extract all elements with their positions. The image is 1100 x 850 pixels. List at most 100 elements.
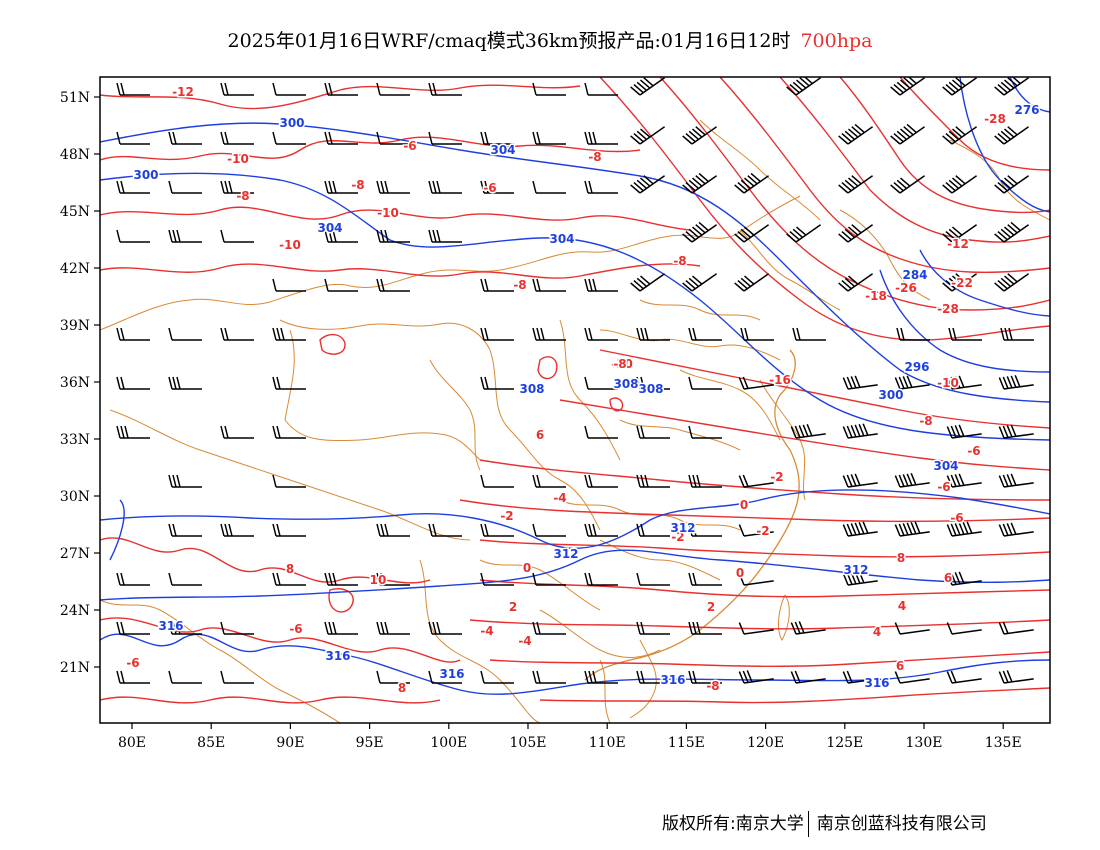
wind-barb — [480, 327, 514, 341]
lon-tick-label: 110E — [589, 735, 626, 751]
wind-barb — [896, 327, 930, 341]
height-label: 316 — [325, 649, 350, 663]
wind-barb — [946, 670, 982, 684]
wind-barb — [272, 278, 306, 292]
wind-barb — [272, 474, 306, 488]
wind-barb — [738, 376, 774, 390]
wind-barb — [838, 175, 874, 194]
temperature-label: 10 — [370, 573, 387, 587]
temperature-label: -10 — [377, 206, 399, 220]
wind-barb — [116, 670, 150, 684]
wind-barb — [376, 82, 410, 96]
wind-barb — [428, 523, 462, 537]
temperature-label: -28 — [937, 302, 959, 316]
height-label: 304 — [317, 221, 342, 235]
wind-barb — [532, 572, 566, 586]
height-label: 308 — [519, 382, 544, 396]
wind-barb — [428, 180, 462, 194]
wind-barb — [786, 77, 822, 96]
temperature-label: -2 — [671, 530, 684, 544]
lon-tick-label: 90E — [276, 735, 304, 751]
wind-barb — [116, 621, 150, 635]
temperature-label: -4 — [480, 624, 493, 638]
lat-tick-label: 48N — [60, 147, 90, 163]
wind-barb — [942, 273, 978, 292]
wind-barb — [998, 670, 1034, 684]
wind-barb — [994, 273, 1030, 292]
wind-barb — [942, 224, 978, 243]
lat-tick-label: 33N — [60, 432, 90, 448]
temperature-label: -16 — [769, 373, 791, 387]
temperature-label: -2 — [756, 524, 769, 538]
wind-barb — [942, 126, 978, 145]
wind-barb — [532, 131, 566, 145]
temperature-label: 2 — [509, 600, 517, 614]
wind-barb — [480, 180, 514, 194]
wind-barb — [532, 670, 566, 684]
temperature-label: -6 — [937, 480, 950, 494]
lon-tick-label: 130E — [906, 735, 943, 751]
height-label: 304 — [549, 232, 574, 246]
wind-barb — [740, 327, 774, 341]
wind-barb — [532, 474, 566, 488]
wind-barb — [376, 180, 410, 194]
temperature-label: -22 — [951, 276, 973, 290]
wind-barb — [480, 523, 514, 537]
height-label: 300 — [279, 116, 304, 130]
wind-barb — [688, 523, 722, 537]
wind-barb — [946, 521, 982, 537]
wind-barb — [480, 131, 514, 145]
temperature-label: -10 — [227, 152, 249, 166]
wind-barb — [168, 180, 202, 194]
wind-barb — [376, 572, 410, 586]
wind-barb — [842, 423, 878, 439]
wind-barb — [842, 571, 878, 586]
wind-barb — [272, 376, 306, 390]
wind-barb — [946, 375, 982, 390]
wind-barb — [734, 273, 770, 292]
wind-barb — [630, 175, 666, 194]
wind-barb — [636, 621, 670, 635]
temperature-label: 4 — [898, 599, 906, 613]
wind-barb — [376, 621, 410, 635]
wind-barb — [272, 425, 306, 439]
map-title: 2025年01月16日WRF/cmaq模式36km预报产品:01月16日12时 7… — [0, 26, 1100, 53]
wind-barb — [946, 473, 982, 488]
wind-barb — [220, 180, 254, 194]
wind-barb — [584, 278, 618, 292]
province-boundaries — [100, 119, 1050, 723]
temperature-label: -10 — [279, 238, 301, 252]
wind-barb — [682, 126, 718, 145]
wind-barb — [376, 523, 410, 537]
wind-barb — [894, 375, 930, 390]
wind-barb — [894, 671, 930, 684]
wind-barb — [682, 221, 718, 243]
wind-barb — [688, 425, 722, 439]
wind-barb — [168, 670, 202, 684]
wind-barb — [220, 621, 254, 635]
temperature-label: 8 — [398, 681, 406, 695]
wind-barb — [688, 327, 722, 341]
wind-barb — [630, 126, 666, 145]
wind-barb — [272, 523, 306, 537]
wind-barb — [942, 175, 978, 194]
height-label: 312 — [670, 521, 695, 535]
wind-barb — [428, 621, 462, 635]
temperature-label: -8 — [351, 178, 364, 192]
wind-barb — [376, 670, 410, 684]
height-label: 296 — [904, 360, 929, 374]
wind-barb — [792, 327, 826, 341]
wind-barb — [480, 572, 514, 586]
temperature-label: -12 — [172, 85, 194, 99]
wind-barb — [116, 82, 150, 96]
height-label: 300 — [878, 388, 903, 402]
temperature-label: -8 — [513, 278, 526, 292]
wind-barb — [842, 670, 878, 684]
wind-barb — [842, 521, 878, 537]
temperature-label: -12 — [947, 237, 969, 251]
wind-barb — [636, 474, 670, 488]
temperature-label: -8 — [706, 679, 719, 693]
lon-tick-label: 100E — [430, 735, 467, 751]
lon-tick-label: 115E — [668, 735, 705, 751]
